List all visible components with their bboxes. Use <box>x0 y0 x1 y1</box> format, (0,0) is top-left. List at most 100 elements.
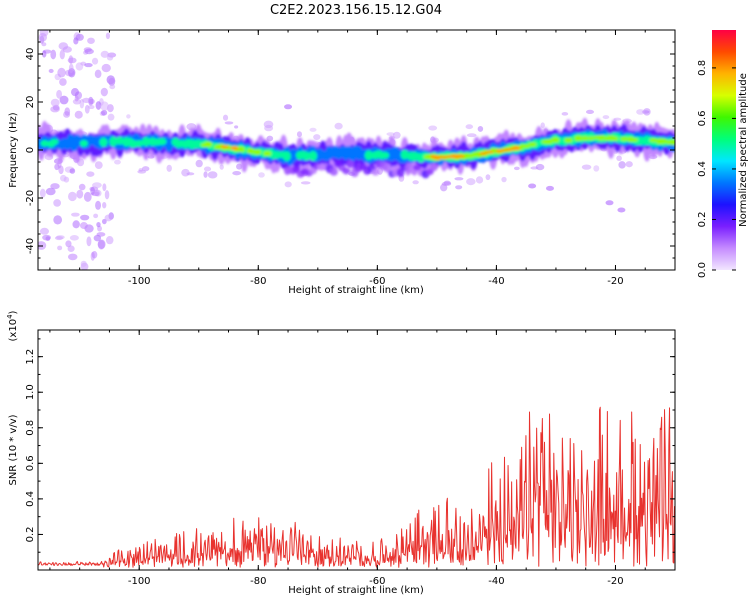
noise-cell <box>95 200 102 210</box>
noise-cell <box>561 112 569 116</box>
noise-cell <box>602 115 610 120</box>
noise-cell <box>392 131 401 139</box>
x-tick-label: -20 <box>607 276 623 287</box>
x-tick-label: -60 <box>369 576 385 587</box>
ridge-cell <box>346 160 355 169</box>
noise-cell <box>234 125 239 129</box>
noise-cell <box>195 159 203 168</box>
noise-cell <box>50 49 57 60</box>
noise-cell <box>65 240 72 248</box>
noise-cell <box>264 124 274 132</box>
ridge-cell <box>669 139 675 146</box>
noise-cell <box>101 109 108 116</box>
ridge-cell <box>50 138 59 145</box>
ridge-cell <box>587 136 596 141</box>
noise-cell <box>475 176 484 184</box>
noise-cell <box>72 220 80 229</box>
noise-cell <box>39 188 46 198</box>
noise-cell <box>284 104 293 110</box>
ridge-cell <box>596 134 606 141</box>
noise-cell <box>50 105 60 113</box>
noise-cell <box>67 253 78 261</box>
ridge-cell <box>400 149 409 160</box>
noise-cell <box>79 222 88 230</box>
colorbar-tick-label: 0.8 <box>697 60 708 76</box>
noise-cell <box>528 183 537 189</box>
x-tick-label: -20 <box>607 576 623 587</box>
noise-cell <box>71 212 80 217</box>
noise-cell <box>57 67 66 78</box>
snr-frame <box>37 329 676 571</box>
noise-cell <box>105 32 111 40</box>
x-tick-label: -100 <box>128 276 151 287</box>
colorbar-tick-label: 0.6 <box>697 110 708 126</box>
noise-cell <box>477 126 484 132</box>
noise-cell <box>625 161 633 168</box>
snr-x-axis-label: Height of straight line (km) <box>288 585 424 596</box>
noise-cell <box>100 87 108 97</box>
noise-cell <box>101 63 111 73</box>
y-tick-label: -40 <box>25 238 36 254</box>
noise-cell <box>75 33 84 41</box>
ridge-cell <box>302 151 311 161</box>
noise-cell <box>540 122 545 128</box>
noise-cell <box>313 134 321 140</box>
noise-cell <box>72 98 82 105</box>
noise-cell <box>284 181 292 188</box>
ridge-cell <box>109 136 118 147</box>
noise-cell <box>258 172 265 178</box>
ridge-cell <box>433 155 442 160</box>
y-tick-label: 0.2 <box>25 526 36 542</box>
noise-cell <box>68 55 74 64</box>
noise-cell <box>454 177 464 181</box>
noise-cell <box>53 199 62 207</box>
ridge-cell <box>429 162 438 172</box>
noise-cell <box>57 245 63 251</box>
spectrogram-panel: -100 -80 -60 -40 -20 -40 -20 0 20 40 Height of st… <box>8 29 676 296</box>
noise-cell <box>465 124 474 130</box>
noise-cell <box>92 182 102 189</box>
ridge-cell <box>521 144 531 149</box>
noise-cell <box>80 214 90 221</box>
noise-cell <box>605 200 614 206</box>
noise-cell <box>126 114 131 119</box>
ridge-cell <box>115 136 125 145</box>
ridge-cell <box>342 167 351 175</box>
ridge-cell <box>371 168 380 176</box>
spectrogram-ridge <box>38 117 675 179</box>
y-tick-label: -20 <box>25 190 36 206</box>
ridge-cell <box>141 136 151 147</box>
noise-cell <box>296 131 303 138</box>
ridge-cell <box>485 150 495 154</box>
noise-cell <box>636 109 645 115</box>
colorbar-label: Normalized spectral amplitude <box>738 73 749 227</box>
colorbar-tick-label: 0.0 <box>697 262 708 278</box>
ridge-cell <box>629 137 639 142</box>
noise-cell <box>45 187 56 196</box>
noise-cell <box>50 183 60 190</box>
snr-series-line <box>38 406 675 568</box>
noise-cell <box>60 174 67 182</box>
noise-cell <box>109 84 116 90</box>
noise-cell <box>69 234 79 241</box>
noise-cell <box>334 122 343 130</box>
noise-cell <box>300 181 311 185</box>
ridge-cell <box>253 149 262 156</box>
noise-cell <box>53 215 63 225</box>
ridge-cell <box>551 137 560 143</box>
ridge-cell <box>479 151 488 155</box>
noise-cell <box>86 171 95 177</box>
y-tick-label: 0 <box>25 147 36 153</box>
noise-cell <box>86 236 92 247</box>
x-tick-label: -60 <box>369 276 385 287</box>
noise-cell <box>137 169 147 174</box>
noise-cell <box>203 171 208 178</box>
noise-cell <box>74 95 79 102</box>
noise-cell <box>618 161 626 169</box>
snr-y-axis-label: SNR (10 * v/v) <box>8 414 19 485</box>
noise-cell <box>91 57 99 65</box>
noise-cell <box>232 170 242 176</box>
ridge-cell <box>99 137 108 147</box>
noise-cell <box>59 78 67 86</box>
colorbar-axes: 0.0 0.2 0.4 0.6 0.8 <box>697 60 736 278</box>
